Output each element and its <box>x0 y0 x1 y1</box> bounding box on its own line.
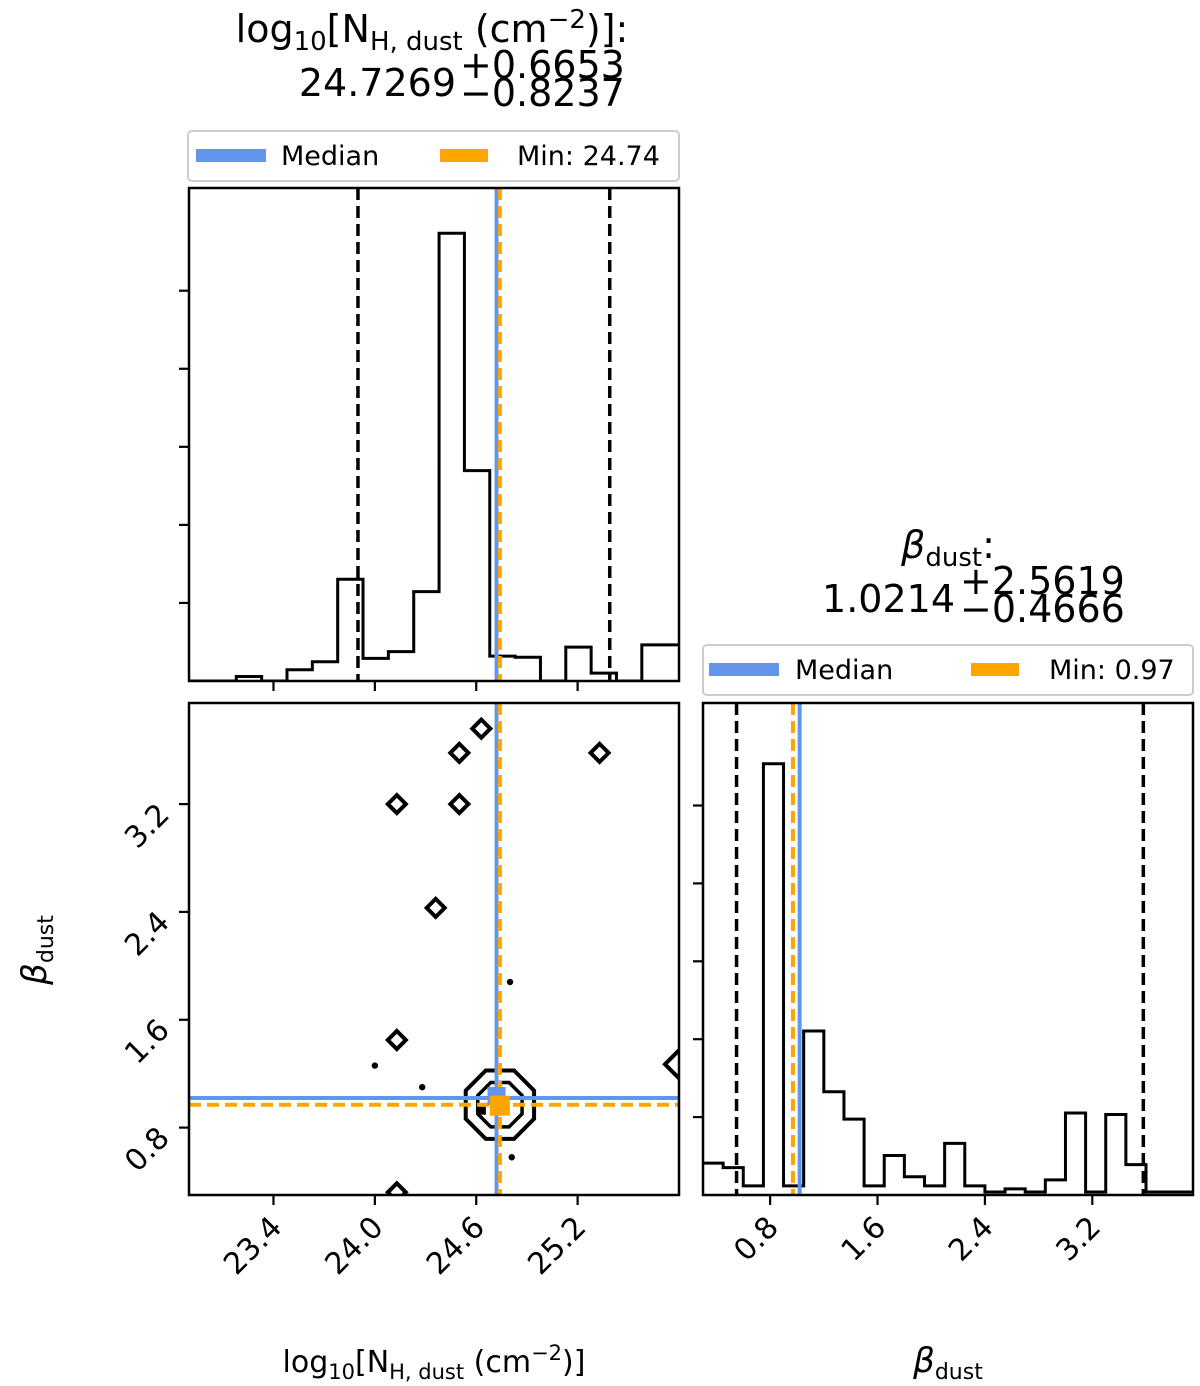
p2-yticklabel-0: 0.8 <box>118 1121 176 1179</box>
svg-text:βdust:: βdust: <box>900 523 995 573</box>
panel-3-value: 1.0214 <box>822 577 955 621</box>
svg-text:log10[NH, dust (cm−2)]:: log10[NH, dust (cm−2)]: <box>236 5 629 57</box>
contour-diamond-5 <box>423 896 448 920</box>
panel-1-title: log10[NH, dust (cm−2)]: 24.7269 +0.6653 … <box>236 5 629 115</box>
p3-xticklabel-1: 1.6 <box>835 1210 893 1268</box>
legend-min-label-1: Min: 24.74 <box>517 141 660 172</box>
contour-diamond-0 <box>469 716 494 741</box>
p2-xticklabel-0: 23.4 <box>217 1210 289 1282</box>
contour-inner <box>475 1080 524 1129</box>
panel-2-contour <box>189 703 679 1195</box>
contour-diamond-4 <box>447 792 472 816</box>
p3-xticklabel-2: 2.4 <box>942 1210 1000 1268</box>
contour-partial-0 <box>662 1047 679 1082</box>
contour-outer <box>463 1068 537 1141</box>
panel-3-xlabel: βdust <box>912 1341 983 1385</box>
legend-median-label-1: Median <box>281 141 379 172</box>
axis-ticks: 0.8 1.6 2.4 3.2 23.4 24.0 24.6 25.2 0.8 1.6 2.4 3.2 <box>118 289 1108 1282</box>
panel-1-frame <box>187 186 681 683</box>
panel-1-histogram <box>189 188 679 681</box>
panel-1-err-minus: −0.8237 <box>460 71 625 115</box>
panel-1-value: 24.7269 <box>299 61 456 105</box>
legend-median-label-3: Median <box>795 655 893 686</box>
p3-xticklabel-0: 0.8 <box>727 1210 785 1268</box>
legend-min-swatch-3 <box>971 663 1019 676</box>
panel-3-title: βdust: 1.0214 +2.5619 −0.4666 <box>822 523 1125 631</box>
p2-yticklabel-1: 1.6 <box>118 1013 176 1071</box>
contour-diamond-6 <box>384 1028 409 1052</box>
contour-core <box>477 1106 486 1115</box>
contour-diamond-7 <box>384 1180 409 1195</box>
contour-dot-2 <box>418 1083 426 1091</box>
panel-2-xlabel: log10[NH, dust (cm−2)] <box>283 1341 586 1384</box>
contour-dot-1 <box>371 1062 379 1069</box>
p2-xticklabel-2: 24.6 <box>420 1210 492 1282</box>
histogram-steps-1 <box>189 231 679 681</box>
panel-1-err-plus: +0.6653 <box>460 43 625 87</box>
contour-dot-3 <box>508 1154 515 1161</box>
contour-diamond-2 <box>587 741 612 765</box>
legend-min-label-3: Min: 0.97 <box>1049 655 1175 686</box>
panel-3-err-minus: −0.4666 <box>960 587 1125 631</box>
p3-xticklabel-3: 3.2 <box>1049 1210 1107 1268</box>
panel-3-legend: Median Min: 0.97 <box>702 644 1194 696</box>
panel-3-err-plus: +2.5619 <box>960 559 1125 603</box>
contour-diamond-3 <box>384 792 409 816</box>
panel-3-frame <box>701 701 1195 1197</box>
panel-2-ylabel: βdust <box>15 915 59 986</box>
panel-2-frame <box>187 701 681 1197</box>
legend-median-swatch-1 <box>196 149 266 162</box>
panel-1-legend: Median Min: 24.74 <box>187 130 680 182</box>
legend-median-swatch-3 <box>709 663 779 676</box>
histogram-steps-3 <box>703 762 1193 1194</box>
min-point-2d <box>489 1095 510 1116</box>
panel-3-histogram <box>703 703 1193 1195</box>
p2-yticklabel-2: 2.4 <box>118 905 176 963</box>
p2-xticklabel-3: 25.2 <box>521 1210 593 1282</box>
p2-xticklabel-1: 24.0 <box>319 1210 391 1282</box>
contour-diamond-1 <box>447 741 472 765</box>
p2-yticklabel-3: 3.2 <box>118 797 176 855</box>
legend-min-swatch-1 <box>440 149 488 162</box>
contour-dot-0 <box>506 978 514 986</box>
